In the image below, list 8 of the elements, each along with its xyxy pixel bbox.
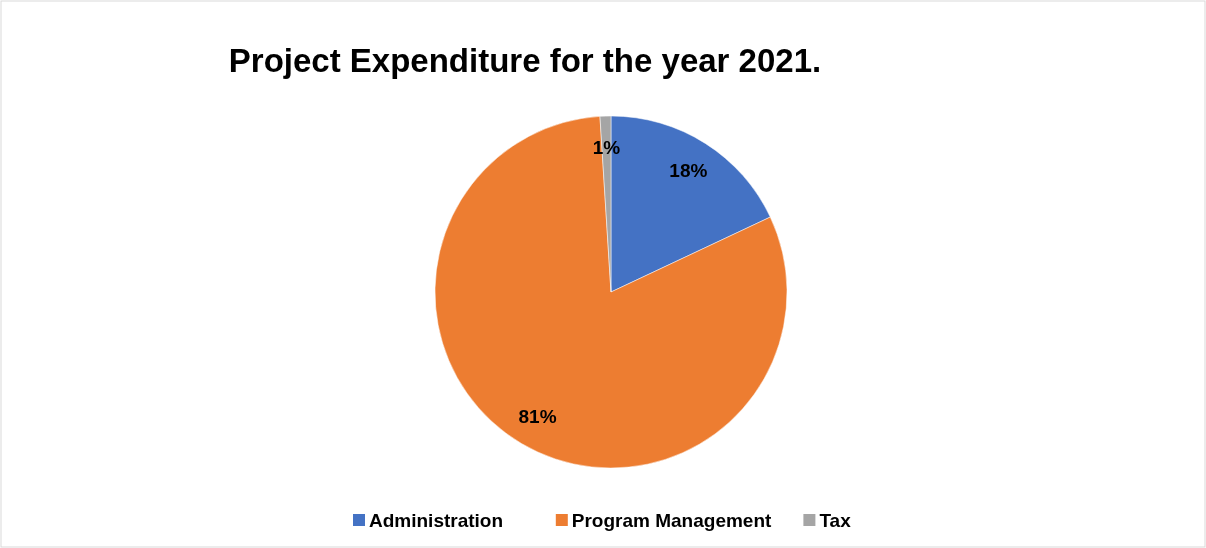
data-label: 81% — [518, 405, 557, 427]
legend-label: Program Management — [571, 509, 773, 531]
legend-label: Tax — [819, 509, 852, 531]
data-label: 18% — [669, 159, 708, 181]
legend-label: Administration — [369, 509, 504, 531]
data-label: 1% — [592, 137, 621, 159]
chart-title: Project Expenditure for the year 2021. — [228, 42, 822, 79]
pie-slice — [434, 116, 787, 469]
